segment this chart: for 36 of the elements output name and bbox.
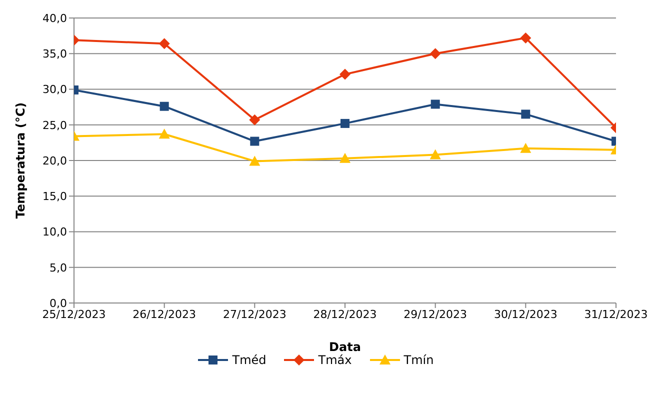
- y-tick-label: 20,0: [42, 154, 67, 168]
- point: [521, 110, 530, 119]
- y-tick-label: 30,0: [42, 83, 67, 96]
- x-tick-label: 29/12/2023: [404, 308, 468, 321]
- point: [250, 136, 260, 146]
- x-tick-label: 26/12/2023: [132, 308, 196, 321]
- point: [249, 156, 260, 166]
- y-tick-label: 10,0: [42, 226, 67, 239]
- x-tick-label: 31/12/2023: [584, 308, 648, 321]
- point: [340, 68, 350, 80]
- y-tick-label: 15,0: [42, 190, 67, 204]
- point: [430, 149, 441, 160]
- point: [158, 38, 170, 50]
- x-axis-title: Data: [329, 340, 361, 354]
- point: [340, 118, 350, 128]
- point: [160, 102, 169, 111]
- y-tick-label: 0,0: [50, 296, 67, 310]
- y-tick-label: 35,0: [42, 48, 67, 61]
- point: [430, 100, 440, 109]
- legend-label: Tmín: [404, 353, 434, 367]
- point: [249, 114, 260, 126]
- point: [340, 152, 350, 163]
- y-axis-title: Temperatura (°C): [13, 102, 28, 219]
- y-tick-label: 5,0: [50, 261, 67, 274]
- legend-label: Tméd: [232, 353, 266, 367]
- x-tick-label: 25/12/2023: [42, 308, 106, 321]
- point: [430, 48, 441, 60]
- legend-label: Tmáx: [318, 353, 352, 367]
- x-tick-label: 28/12/2023: [313, 308, 377, 321]
- y-tick-label: 25,0: [42, 118, 67, 132]
- point: [158, 128, 170, 139]
- x-tick-label: 27/12/2023: [222, 308, 286, 321]
- x-tick-label: 30/12/2023: [494, 308, 558, 321]
- point: [520, 142, 532, 153]
- point: [520, 32, 532, 44]
- y-tick-label: 40,0: [42, 12, 67, 25]
